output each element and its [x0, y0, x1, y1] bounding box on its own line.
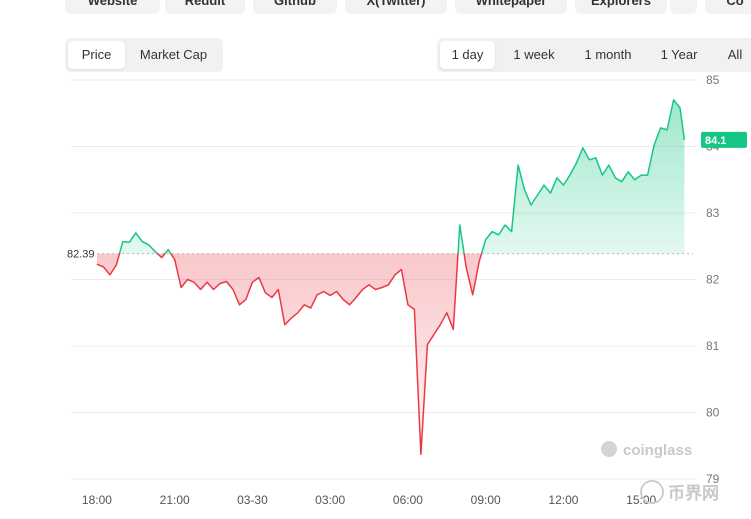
- y-tick-label: 79: [706, 472, 720, 486]
- range-tab[interactable]: All: [727, 47, 743, 62]
- area-fill: [96, 99, 685, 455]
- price-tabs: Price Market Cap: [65, 38, 223, 72]
- y-tick-label: 84: [706, 140, 720, 154]
- watermark-icon: [601, 441, 617, 457]
- y-tick-label: 81: [706, 339, 720, 353]
- range-tab[interactable]: 1 Year: [660, 47, 698, 62]
- x-tick-label: 12:00: [548, 493, 578, 507]
- range-tab[interactable]: 1 day: [440, 41, 495, 69]
- link-button[interactable]: Co: [705, 0, 751, 14]
- y-tick-label: 85: [706, 73, 720, 87]
- range-tabs: 1 day 1 week 1 month 1 Year All: [437, 38, 751, 72]
- baseline-label-bg: [63, 244, 97, 261]
- last-value-label: 84.1: [705, 135, 726, 147]
- link-button[interactable]: Reddit: [165, 0, 245, 14]
- link-button[interactable]: Github: [253, 0, 337, 14]
- y-tick-label: 80: [706, 406, 720, 420]
- y-tick-label: 83: [706, 206, 720, 220]
- link-button[interactable]: Whitepaper: [455, 0, 567, 14]
- x-tick-label: 21:00: [160, 493, 190, 507]
- x-tick-label: 09:00: [471, 493, 501, 507]
- baseline-label: 82.39: [67, 249, 95, 261]
- range-tab[interactable]: 1 week: [513, 47, 555, 62]
- range-tab[interactable]: 1 month: [584, 47, 632, 62]
- site-mark: 币界网: [668, 484, 719, 503]
- y-tick-label: 82: [706, 273, 720, 287]
- site-mark-icon: [640, 480, 664, 504]
- dropdown-button[interactable]: [670, 0, 697, 14]
- x-tick-label: 18:00: [82, 493, 112, 507]
- price-tab[interactable]: Market Cap: [139, 47, 208, 62]
- x-tick-label: 06:00: [393, 493, 423, 507]
- price-tab[interactable]: Price: [68, 41, 125, 69]
- link-button[interactable]: Website: [65, 0, 160, 14]
- price-line: [96, 99, 686, 456]
- link-button[interactable]: Explorers: [575, 0, 667, 14]
- watermark: coinglass: [623, 442, 692, 459]
- x-tick-label: 03-30: [237, 493, 268, 507]
- x-tick-label: 15:00: [626, 493, 656, 507]
- link-button[interactable]: X(Twitter): [345, 0, 447, 14]
- x-tick-label: 03:00: [315, 493, 345, 507]
- last-value-badge: [701, 131, 747, 148]
